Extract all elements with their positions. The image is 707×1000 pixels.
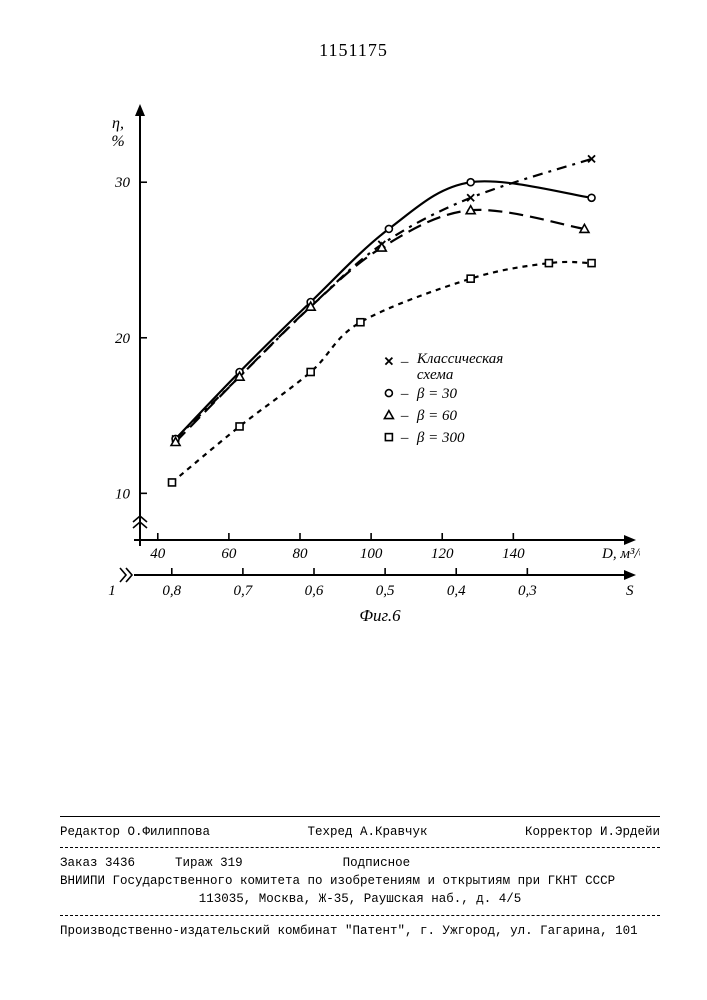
svg-text:S: S [626, 583, 634, 599]
svg-text:%: % [111, 133, 124, 150]
order-label: Заказ [60, 856, 98, 870]
corrector-name: И.Эрдейи [600, 825, 660, 839]
footer-row-order: Заказ 3436 Тираж 319 Подписное [60, 854, 660, 872]
tirazh-num: 319 [220, 856, 243, 870]
tech-name: А.Кравчук [360, 825, 428, 839]
svg-text:0,8: 0,8 [162, 583, 181, 599]
footer-org: ВНИИПИ Государственного комитета по изоб… [60, 872, 660, 890]
podpisnoe: Подписное [343, 854, 411, 872]
svg-text:Классическая: Классическая [416, 351, 503, 367]
editor-label: Редактор [60, 825, 120, 839]
svg-text:40: 40 [150, 546, 166, 562]
doc-number: 1151175 [0, 40, 707, 61]
tech-label: Техред [307, 825, 352, 839]
svg-text:60: 60 [221, 546, 237, 562]
svg-text:–: – [400, 408, 409, 424]
svg-text:1: 1 [108, 583, 116, 599]
svg-text:0,7: 0,7 [234, 583, 254, 599]
svg-text:β = 60: β = 60 [416, 408, 458, 424]
corrector-label: Корректор [525, 825, 593, 839]
tirazh-label: Тираж [175, 856, 213, 870]
svg-text:140: 140 [502, 546, 525, 562]
svg-text:–: – [400, 354, 409, 370]
svg-text:0,6: 0,6 [305, 583, 324, 599]
svg-text:0,5: 0,5 [376, 583, 395, 599]
svg-text:20: 20 [115, 331, 131, 347]
footer-address: 113035, Москва, Ж-35, Раушская наб., д. … [60, 890, 660, 908]
svg-text:120: 120 [431, 546, 454, 562]
footer-block: Редактор О.Филиппова Техред А.Кравчук Ко… [60, 810, 660, 940]
svg-text:схема: схема [417, 367, 453, 383]
svg-text:100: 100 [360, 546, 383, 562]
svg-text:0,3: 0,3 [518, 583, 537, 599]
svg-text:–: – [400, 430, 409, 446]
svg-text:Фиг.6: Фиг.6 [359, 606, 401, 625]
svg-text:β = 30: β = 30 [416, 386, 458, 402]
footer-publisher: Производственно-издательский комбинат "П… [60, 922, 660, 940]
svg-text:–: – [400, 386, 409, 402]
svg-text:D, м³/ч: D, м³/ч [601, 546, 640, 562]
chart: 10 20 30 η,% 40 60 80 100 120 140 D, м³/ч 1 0,8 0,7 0,… [80, 100, 640, 660]
editor-name: О.Филиппова [128, 825, 211, 839]
svg-text:β = 300: β = 300 [416, 430, 465, 446]
footer-row-editors: Редактор О.Филиппова Техред А.Кравчук Ко… [60, 823, 660, 841]
page: 1151175 102030η,%406080100120140D, м³/ч1… [0, 0, 707, 1000]
svg-text:η,: η, [112, 115, 124, 132]
svg-text:0,4: 0,4 [447, 583, 466, 599]
order-num: 3436 [105, 856, 135, 870]
svg-text:80: 80 [293, 546, 309, 562]
svg-text:10: 10 [115, 486, 131, 502]
svg-text:30: 30 [114, 175, 131, 191]
